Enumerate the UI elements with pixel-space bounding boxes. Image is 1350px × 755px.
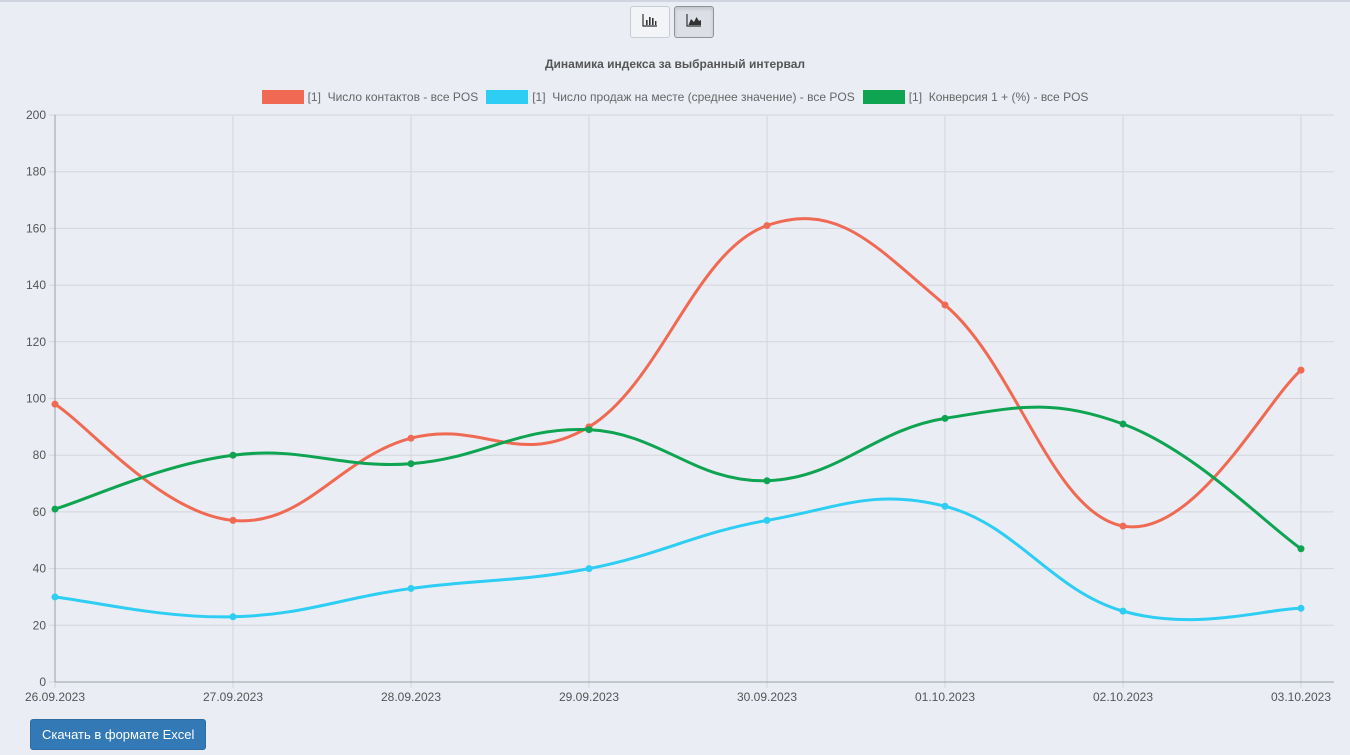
data-point — [585, 426, 593, 434]
y-tick-label: 120 — [26, 335, 46, 349]
bar-chart-icon — [642, 13, 658, 32]
legend-item[interactable]: [1] Конверсия 1 + (%) - все POS — [862, 90, 1089, 104]
data-point — [1297, 366, 1305, 374]
data-point — [763, 516, 771, 524]
data-point — [229, 613, 237, 621]
data-point — [1119, 420, 1127, 428]
y-tick-label: 180 — [26, 165, 46, 179]
chart-type-toggle — [630, 6, 714, 38]
data-point — [229, 516, 237, 524]
chart-title: Динамика индекса за выбранный интервал — [544, 57, 806, 71]
data-point — [407, 460, 415, 468]
y-tick-label: 140 — [26, 278, 46, 292]
data-point — [585, 565, 593, 573]
data-point — [1297, 604, 1305, 612]
x-tick-label: 02.10.2023 — [1093, 690, 1153, 704]
data-point — [941, 301, 949, 309]
series-line — [54, 497, 1302, 622]
legend-label: [1] Число контактов - все POS — [307, 90, 479, 104]
chart-legend: [1] Число контактов - все POS [1] Число п… — [0, 90, 1350, 104]
legend-item[interactable]: [1] Число продаж на месте (среднее значе… — [486, 90, 855, 104]
legend-swatch — [261, 90, 304, 104]
data-point — [407, 434, 415, 442]
y-tick-label: 40 — [33, 562, 47, 576]
legend-label: [1] Число продаж на месте (среднее значе… — [532, 90, 855, 104]
y-tick-label: 80 — [33, 448, 47, 462]
y-tick-label: 0 — [39, 675, 46, 689]
data-point — [51, 505, 59, 513]
y-tick-label: 200 — [26, 108, 46, 122]
series-line — [54, 405, 1302, 550]
bar-chart-button[interactable] — [630, 6, 670, 38]
legend-swatch — [862, 90, 905, 104]
series-line — [54, 217, 1302, 529]
data-point — [941, 414, 949, 422]
area-chart-icon — [686, 13, 702, 32]
download-excel-button[interactable]: Скачать в формате Excel — [30, 719, 207, 750]
x-tick-label: 26.09.2023 — [25, 690, 85, 704]
data-point — [51, 593, 59, 601]
data-point — [51, 400, 59, 408]
data-point — [763, 222, 771, 230]
x-tick-label: 27.09.2023 — [203, 690, 263, 704]
legend-item[interactable]: [1] Число контактов - все POS — [261, 90, 479, 104]
data-point — [763, 477, 771, 485]
legend-label: [1] Конверсия 1 + (%) - все POS — [908, 90, 1089, 104]
data-point — [1297, 545, 1305, 553]
data-point — [941, 502, 949, 510]
x-tick-label: 03.10.2023 — [1271, 690, 1331, 704]
data-point — [1119, 607, 1127, 615]
y-tick-label: 20 — [33, 618, 47, 632]
x-tick-label: 28.09.2023 — [381, 690, 441, 704]
legend-swatch — [486, 90, 529, 104]
y-tick-label: 60 — [33, 505, 47, 519]
data-point — [229, 451, 237, 459]
area-chart-button[interactable] — [674, 6, 714, 38]
x-tick-label: 01.10.2023 — [915, 690, 975, 704]
data-point — [407, 584, 415, 592]
x-tick-label: 29.09.2023 — [559, 690, 619, 704]
x-tick-label: 30.09.2023 — [737, 690, 797, 704]
y-tick-label: 160 — [26, 221, 46, 235]
y-tick-label: 100 — [26, 392, 46, 406]
data-point — [1119, 522, 1127, 530]
